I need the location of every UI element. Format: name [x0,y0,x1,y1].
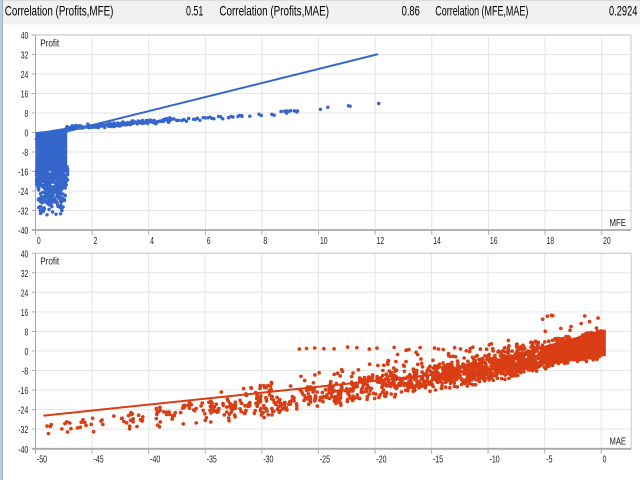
svg-text:16: 16 [490,236,498,247]
svg-text:MAE: MAE [610,437,627,448]
svg-text:-10: -10 [490,455,500,466]
svg-text:32: 32 [21,269,29,280]
svg-text:-35: -35 [207,455,217,466]
svg-text:0: 0 [25,129,29,140]
svg-text:-24: -24 [18,406,28,417]
svg-text:-16: -16 [18,168,28,179]
svg-text:8: 8 [263,236,267,247]
svg-text:Profit: Profit [40,257,59,268]
svg-text:20: 20 [603,236,611,247]
svg-text:-32: -32 [18,207,28,218]
svg-text:14: 14 [433,236,441,247]
svg-text:2: 2 [94,236,98,247]
svg-text:-50: -50 [37,455,47,466]
svg-text:Correlation (MFE,MAE): Correlation (MFE,MAE) [435,4,528,19]
svg-text:16: 16 [21,308,29,319]
svg-text:8: 8 [25,109,29,120]
svg-text:-20: -20 [376,455,386,466]
svg-text:-45: -45 [94,455,104,466]
svg-text:0: 0 [603,455,607,466]
svg-text:Correlation (Profits,MFE): Correlation (Profits,MFE) [5,4,114,19]
svg-text:-40: -40 [18,445,28,456]
svg-text:-32: -32 [18,425,28,436]
svg-text:0: 0 [25,347,29,358]
svg-text:0.86: 0.86 [402,4,420,19]
svg-text:0.51: 0.51 [186,4,203,19]
svg-text:12: 12 [377,236,385,247]
svg-text:-30: -30 [263,455,273,466]
svg-text:6: 6 [207,236,211,247]
svg-text:0: 0 [37,236,41,247]
svg-text:32: 32 [21,51,29,62]
svg-text:-40: -40 [150,455,160,466]
svg-text:-16: -16 [18,386,28,397]
svg-text:40: 40 [21,31,29,42]
svg-text:Profit: Profit [40,38,59,49]
svg-text:-5: -5 [546,455,553,466]
svg-text:18: 18 [547,236,555,247]
svg-text:-8: -8 [22,148,29,159]
svg-text:24: 24 [21,70,29,81]
svg-text:-40: -40 [18,226,28,237]
svg-text:MFE: MFE [610,218,627,229]
svg-text:-25: -25 [320,455,330,466]
svg-text:40: 40 [21,249,29,260]
svg-text:Correlation (Profits,MAE): Correlation (Profits,MAE) [219,4,329,19]
svg-text:-15: -15 [433,455,443,466]
svg-text:16: 16 [21,90,29,101]
svg-text:-8: -8 [22,367,29,378]
svg-text:-24: -24 [18,187,28,198]
svg-text:10: 10 [320,236,328,247]
svg-text:0.2924: 0.2924 [609,4,638,19]
svg-text:24: 24 [21,288,29,299]
svg-text:8: 8 [25,328,29,339]
svg-text:4: 4 [150,236,154,247]
